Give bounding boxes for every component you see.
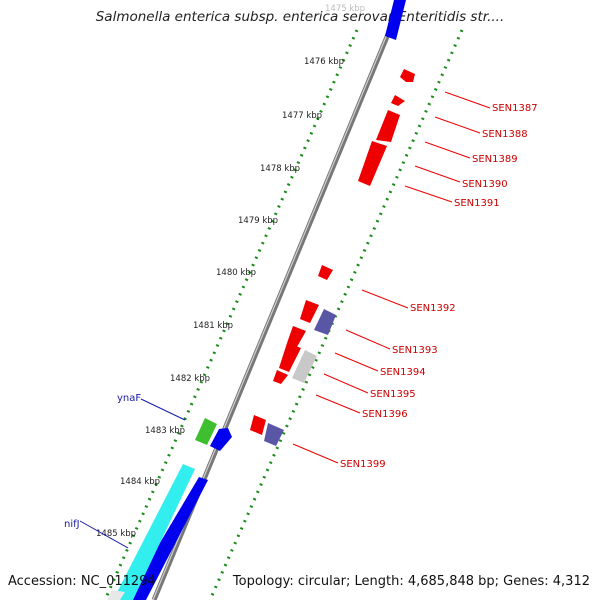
tick-label-1478: 1478 kbp bbox=[260, 164, 300, 174]
gene-pseudo-sen1393[interactable] bbox=[314, 309, 336, 335]
gene-labels: SEN1387 SEN1388 SEN1389 SEN1390 SEN1391 … bbox=[64, 103, 538, 530]
gene-label-sen1388[interactable]: SEN1388 bbox=[482, 129, 528, 140]
gene-unknown-light bbox=[107, 590, 125, 600]
gene-reverse-sen1394b[interactable] bbox=[279, 343, 301, 372]
tick-label-1477: 1477 kbp bbox=[282, 111, 322, 121]
gene-reverse-sen1390[interactable] bbox=[358, 141, 387, 186]
tick-label-1485: 1485 kbp bbox=[96, 529, 136, 539]
tick-label-1476: 1476 kbp bbox=[304, 57, 344, 67]
gene-unknown-sen1395[interactable] bbox=[292, 350, 317, 383]
tick-label-1484: 1484 kbp bbox=[120, 477, 160, 487]
tick-label-1475: 1475 kbp bbox=[325, 4, 365, 14]
label-connectors-blue bbox=[79, 398, 186, 549]
gene-label-sen1394[interactable]: SEN1394 bbox=[380, 367, 426, 378]
tick-label-1483: 1483 kbp bbox=[145, 426, 185, 436]
gene-forward-top[interactable] bbox=[385, 0, 406, 40]
gene-reverse-sen1396[interactable] bbox=[273, 370, 288, 384]
gene-label-sen1390[interactable]: SEN1390 bbox=[462, 179, 508, 190]
gene-operon-cyan[interactable] bbox=[113, 464, 195, 600]
gene-forward-1483[interactable] bbox=[210, 428, 232, 451]
gene-reverse-sen1388[interactable] bbox=[391, 95, 405, 106]
gene-label-sen1395[interactable]: SEN1395 bbox=[370, 389, 416, 400]
tick-label-1480: 1480 kbp bbox=[216, 268, 256, 278]
gene-label-sen1392[interactable]: SEN1392 bbox=[410, 303, 456, 314]
gene-label-sen1391[interactable]: SEN1391 bbox=[454, 198, 500, 209]
gene-reverse-sen1399[interactable] bbox=[250, 415, 266, 435]
reverse-genes[interactable] bbox=[250, 69, 415, 435]
accession-text: Accession: NC_011294 bbox=[8, 574, 156, 589]
gene-reverse-sen1393[interactable] bbox=[300, 300, 319, 323]
gene-reverse-sen1392[interactable] bbox=[318, 265, 333, 280]
tick-label-1479: 1479 kbp bbox=[238, 216, 278, 226]
topology-text: Topology: circular; Length: 4,685,848 bp… bbox=[232, 574, 590, 589]
tick-labels: 1475 kbp 1476 kbp 1477 kbp 1478 kbp 1479… bbox=[96, 4, 365, 539]
gene-rna-ynaF[interactable] bbox=[195, 418, 217, 445]
gene-label-sen1387[interactable]: SEN1387 bbox=[492, 103, 538, 114]
gene-label-nifJ[interactable]: nifJ bbox=[64, 519, 80, 530]
gene-reverse-sen1389[interactable] bbox=[376, 110, 400, 142]
gene-label-ynaF[interactable]: ynaF bbox=[117, 393, 141, 404]
gene-label-sen1389[interactable]: SEN1389 bbox=[472, 154, 518, 165]
label-connectors bbox=[292, 91, 491, 464]
gene-label-sen1393[interactable]: SEN1393 bbox=[392, 345, 438, 356]
tick-label-1481: 1481 kbp bbox=[193, 321, 233, 331]
gene-pseudo-sen1399[interactable] bbox=[264, 423, 284, 446]
gene-label-sen1396[interactable]: SEN1396 bbox=[362, 409, 408, 420]
tick-label-1482: 1482 kbp bbox=[170, 374, 210, 384]
gene-reverse-sen1387[interactable] bbox=[400, 69, 415, 82]
gene-reverse-sen1394a[interactable] bbox=[287, 326, 306, 347]
gene-label-sen1399[interactable]: SEN1399 bbox=[340, 459, 386, 470]
